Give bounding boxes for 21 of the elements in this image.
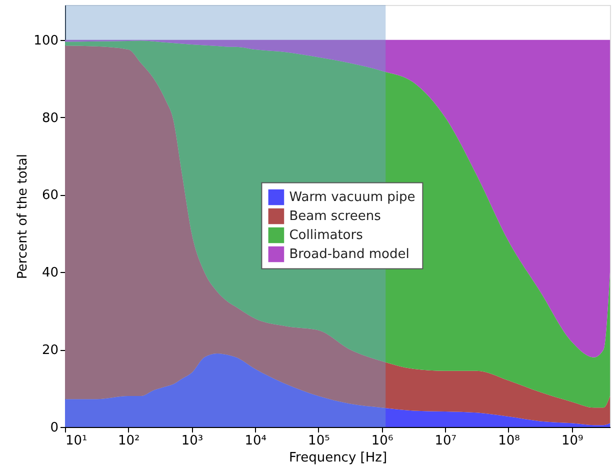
- x-tick-label: 10⁵: [308, 434, 330, 448]
- x-tick-label: 10⁶: [371, 434, 394, 448]
- y-tick-label: 100: [34, 33, 58, 48]
- legend-label: Broad-band model: [289, 247, 410, 262]
- x-tick-label: 10²: [118, 434, 140, 448]
- x-axis-title: Frequency [Hz]: [288, 450, 388, 466]
- y-tick-label: 40: [42, 266, 58, 281]
- x-tick-label: 10³: [181, 434, 204, 448]
- y-tick-label: 0: [50, 420, 58, 436]
- y-tick-label: 60: [42, 188, 58, 204]
- x-tick-label: 10⁷: [434, 434, 457, 448]
- x-tick-label: 10⁴: [244, 434, 266, 448]
- legend-label: Warm vacuum pipe: [289, 190, 416, 206]
- x-tick-label: 10¹: [66, 434, 88, 448]
- y-axis-title: Percent of the total: [16, 154, 31, 279]
- y-tick-label: 80: [42, 110, 58, 126]
- y-tick-label: 20: [42, 343, 58, 358]
- legend-label: Collimators: [289, 228, 364, 244]
- legend-label: Beam screens: [289, 209, 382, 224]
- x-tick-label: 10⁸: [498, 434, 520, 448]
- x-tick-label: 10⁹: [561, 434, 584, 448]
